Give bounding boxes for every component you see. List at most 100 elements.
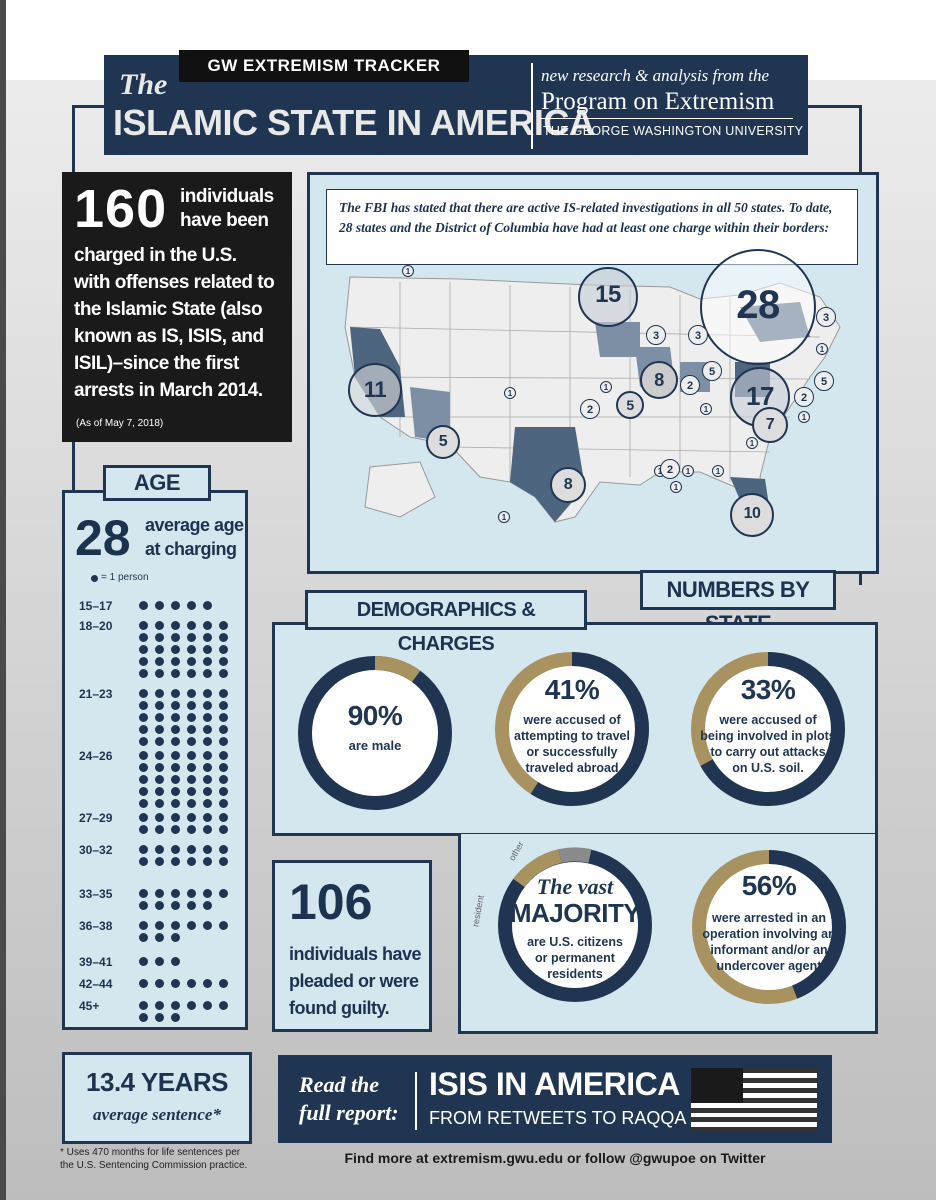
- footer-links[interactable]: Find more at extremism.gwu.edu or follow…: [344, 1150, 766, 1166]
- plots-ring-arc: [691, 652, 845, 806]
- age-dot: [219, 813, 228, 822]
- age-dot: [155, 737, 164, 746]
- age-dot: [139, 1001, 148, 1010]
- age-dot: [219, 857, 228, 866]
- age-dot: [187, 889, 196, 898]
- age-dot: [139, 669, 148, 678]
- age-dot: [203, 689, 212, 698]
- age-dot: [187, 813, 196, 822]
- age-dot: [203, 825, 212, 834]
- age-dot: [139, 889, 148, 898]
- age-dot: [139, 901, 148, 910]
- age-dot: [187, 725, 196, 734]
- age-dot: [139, 689, 148, 698]
- tracker-label: GW EXTREMISM TRACKER: [179, 50, 469, 82]
- age-dot: [219, 845, 228, 854]
- age-dot: [187, 775, 196, 784]
- age-dot: [187, 787, 196, 796]
- guilty-number: 106: [289, 874, 373, 930]
- age-dot: [155, 713, 164, 722]
- age-dot: [171, 763, 180, 772]
- demographics-label: DEMOGRAPHICS & CHARGES: [305, 590, 587, 655]
- age-dot: [171, 825, 180, 834]
- header-banner: GW EXTREMISM TRACKER The ISLAMIC STATE I…: [104, 50, 808, 155]
- report-title[interactable]: ISIS IN AMERICA: [429, 1066, 680, 1102]
- age-dot: [171, 1001, 180, 1010]
- male-ring: [298, 656, 452, 810]
- report-banner[interactable]: Read the full report: ISIS IN AMERICA FR…: [278, 1055, 832, 1143]
- age-dot: [139, 621, 148, 630]
- map-bubble-az: 5: [426, 425, 460, 459]
- intro-number: 160: [74, 179, 168, 239]
- map-panel: The FBI has stated that there are active…: [307, 172, 879, 574]
- map-bubble-small: 1: [700, 403, 712, 415]
- age-dot: [155, 701, 164, 710]
- age-bracket-label: 21–23: [79, 687, 113, 701]
- age-dot: [171, 751, 180, 760]
- intro-text-b: have been: [180, 210, 269, 231]
- legend-dot: [91, 575, 98, 582]
- age-dot: [139, 737, 148, 746]
- age-dot: [219, 825, 228, 834]
- travel-ring: [495, 652, 649, 806]
- age-dot: [155, 633, 164, 642]
- age-bracket-label: 30–32: [79, 843, 113, 857]
- age-dot: [171, 701, 180, 710]
- age-dot: [203, 1001, 212, 1010]
- age-dot: [171, 889, 180, 898]
- age-dot: [139, 957, 148, 966]
- sentence-note: * Uses 470 months for life sentences per…: [60, 1147, 248, 1171]
- map-bubble-ca: 11: [348, 363, 402, 417]
- age-dot: [171, 689, 180, 698]
- age-dot: [219, 713, 228, 722]
- age-dot: [155, 957, 164, 966]
- age-dot: [155, 657, 164, 666]
- age-dot: [187, 737, 196, 746]
- age-dot: [219, 889, 228, 898]
- age-dot: [203, 799, 212, 808]
- age-dot: [219, 669, 228, 678]
- map-bubble-small: 5: [814, 371, 834, 391]
- age-dot: [171, 933, 180, 942]
- map-bubble-small: 3: [646, 325, 666, 345]
- age-dot: [219, 979, 228, 988]
- map-bubble-small: 2: [580, 399, 600, 419]
- age-dot: [187, 751, 196, 760]
- age-dot: [187, 701, 196, 710]
- tagline: new research & analysis from the: [541, 66, 770, 85]
- age-dot: [155, 1001, 164, 1010]
- map-bubble-small: 1: [504, 387, 516, 399]
- map-bubble-tx: 8: [550, 467, 586, 503]
- age-dot: [171, 621, 180, 630]
- age-dot: [171, 787, 180, 796]
- age-dot: [187, 621, 196, 630]
- age-bracket-label: 33–35: [79, 887, 113, 901]
- citizen-ring-resident: [513, 849, 562, 888]
- age-dot: [187, 825, 196, 834]
- age-dot: [139, 813, 148, 822]
- age-dot: [139, 657, 148, 666]
- map-bubble-small: 2: [794, 387, 814, 407]
- header-divider: [531, 63, 533, 149]
- age-bracket-label: 24–26: [79, 749, 113, 763]
- age-dot: [187, 645, 196, 654]
- travel-text: were accused of attempting to travel or s…: [514, 713, 630, 775]
- age-dot: [187, 845, 196, 854]
- age-dot: [155, 845, 164, 854]
- age-dot: [187, 763, 196, 772]
- as-of-date: (As of May 7, 2018): [76, 418, 164, 429]
- page-title: ISLAMIC STATE IN AMERICA: [113, 102, 595, 143]
- age-dot: [155, 1013, 164, 1022]
- age-dot: [187, 979, 196, 988]
- age-bracket-label: 39–41: [79, 955, 113, 969]
- age-dot: [219, 725, 228, 734]
- intro-body: charged in the U.S. with offenses related…: [74, 245, 275, 401]
- age-dot: [203, 787, 212, 796]
- age-dot: [171, 633, 180, 642]
- report-read: Read the: [299, 1072, 380, 1097]
- age-average: 28: [75, 510, 131, 566]
- age-dot: [203, 657, 212, 666]
- age-bracket-label: 27–29: [79, 811, 113, 825]
- age-dot: [171, 713, 180, 722]
- map-bubble-mn: 15: [578, 267, 638, 327]
